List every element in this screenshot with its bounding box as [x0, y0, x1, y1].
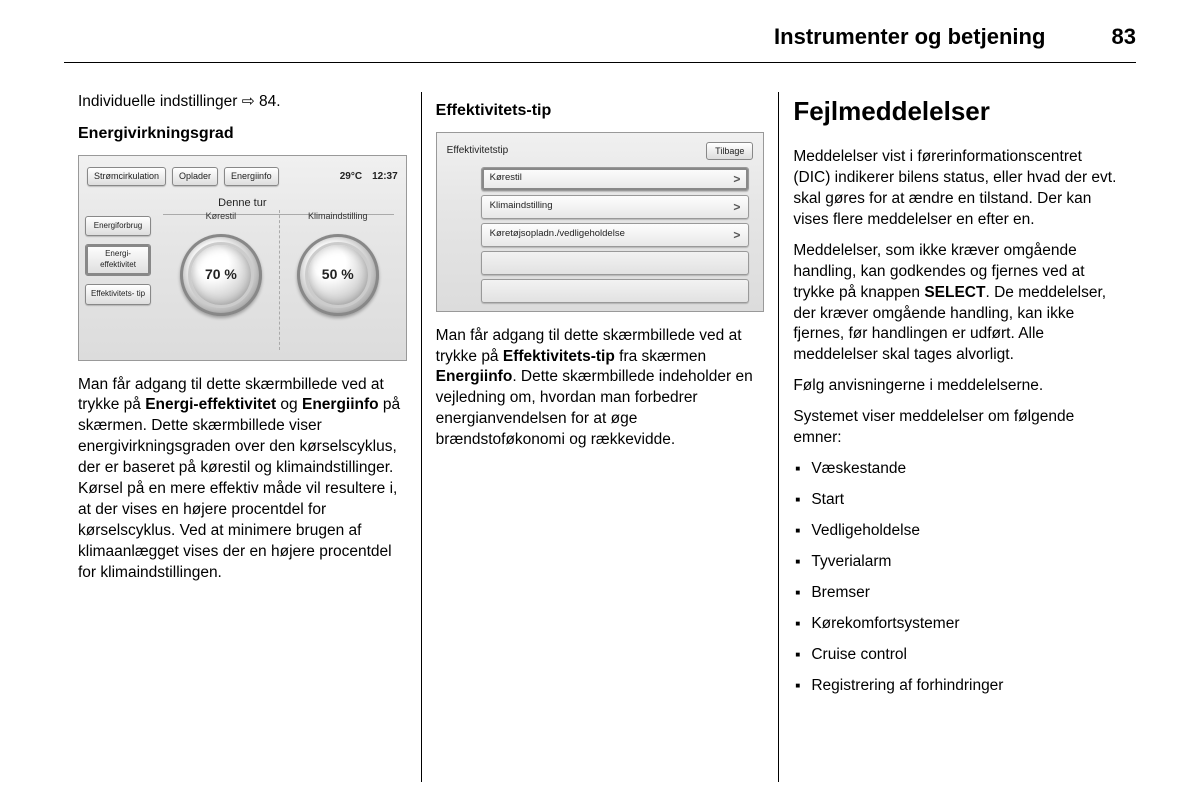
tab-energiinfo[interactable]: Energiinfo: [224, 167, 279, 185]
tips-row-empty: [481, 279, 750, 303]
page-number: 83: [1112, 24, 1136, 49]
chevron-right-icon: >: [733, 199, 740, 215]
chevron-right-icon: >: [733, 227, 740, 243]
content-columns: Individuelle indstillinger ⇨ 84. Energiv…: [64, 92, 1136, 782]
bullet-item: Vedligeholdelse: [795, 521, 1122, 542]
header-rule: [64, 62, 1136, 63]
bullet-item: Cruise control: [795, 645, 1122, 666]
tips-row-0[interactable]: Kørestil >: [481, 167, 750, 191]
s1-subtitle: Denne tur: [79, 196, 406, 211]
bullet-item: Væskestande: [795, 459, 1122, 480]
col2-paragraph: Man får adgang til dette skærmbillede ve…: [436, 326, 765, 452]
screenshot-energy-efficiency: Strømcirkulation Oplader Energiinfo 29°C…: [78, 155, 407, 361]
left-btn-effektivitets-tip[interactable]: Effektivitets- tip: [85, 284, 151, 305]
bullet-item: Start: [795, 490, 1122, 511]
tab-oplader[interactable]: Oplader: [172, 167, 218, 185]
s2-topbar: Effektivitetstip Tilbage: [447, 141, 754, 161]
column-1: Individuelle indstillinger ⇨ 84. Energiv…: [64, 92, 421, 782]
s1-topbar: Strømcirkulation Oplader Energiinfo 29°C…: [87, 166, 398, 188]
column-2: Effektivitets-tip Effektivitetstip Tilba…: [421, 92, 779, 782]
s1-left-buttons: Energiforbrug Energi- effektivitet Effek…: [85, 216, 151, 305]
bullet-item: Bremser: [795, 583, 1122, 604]
col1-paragraph: Man får adgang til dette skærmbillede ve…: [78, 375, 407, 584]
left-btn-energieffektivitet[interactable]: Energi- effektivitet: [85, 244, 151, 276]
bullet-item: Tyverialarm: [795, 552, 1122, 573]
tips-row-1[interactable]: Klimaindstilling >: [481, 195, 750, 219]
section-title-energy-efficiency: Energivirkningsgrad: [78, 123, 407, 145]
dial-col-klima: Klimaindstilling 50 %: [279, 210, 396, 350]
left-btn-energiforbrug[interactable]: Energiforbrug: [85, 216, 151, 237]
clock-readout: 12:37: [372, 170, 398, 184]
tips-row-2[interactable]: Køretøjsopladn./vedligeholdelse >: [481, 223, 750, 247]
tips-row-label: Klimaindstilling: [490, 200, 553, 213]
dial-gauge-1: 50 %: [297, 234, 379, 316]
col3-bullet-list: Væskestande Start Vedligeholdelse Tyveriala…: [795, 459, 1122, 696]
screenshot-efficiency-tips: Effektivitetstip Tilbage Kørestil>Klimai…: [436, 132, 765, 312]
tips-row-label: Køretøjsopladn./vedligeholdelse: [490, 228, 625, 241]
col3-p2: Meddelelser, som ikke kræver omgående ha…: [793, 241, 1122, 367]
page-header: Instrumenter og betjening 83: [774, 24, 1136, 50]
s2-list: Kørestil>Klimaindstilling>Køretøjsopladn…: [481, 167, 750, 303]
bullet-item: Registrering af forhindringer: [795, 676, 1122, 697]
column-3: Fejlmeddelelser Meddelelser vist i fører…: [778, 92, 1136, 782]
col3-p4: Systemet viser meddelelser om følgende e…: [793, 407, 1122, 449]
section-title-efficiency-tips: Effektivitets-tip: [436, 100, 765, 122]
header-title: Instrumenter og betjening: [774, 24, 1045, 49]
chevron-right-icon: >: [733, 171, 740, 187]
col3-p3: Følg anvisningerne i meddelelserne.: [793, 376, 1122, 397]
individual-settings-line: Individuelle indstillinger ⇨ 84.: [78, 92, 407, 113]
temp-readout: 29°C: [340, 170, 362, 184]
col3-p1: Meddelelser vist i førerinformationscent…: [793, 147, 1122, 231]
dial-label-1: Klimaindstilling: [308, 210, 368, 222]
tips-row-label: Kørestil: [490, 172, 522, 185]
tips-row-empty: [481, 251, 750, 275]
dial-col-korestil: Kørestil 70 %: [163, 210, 279, 350]
tab-stromcirkulation[interactable]: Strømcirkulation: [87, 167, 166, 185]
dial-label-0: Kørestil: [206, 210, 237, 222]
bullet-item: Kørekomfortsystemer: [795, 614, 1122, 635]
dial-gauge-0: 70 %: [180, 234, 262, 316]
back-button[interactable]: Tilbage: [706, 142, 753, 160]
s2-title: Effektivitetstip: [447, 144, 509, 158]
section-title-fault-messages: Fejlmeddelelser: [793, 94, 1122, 129]
s1-dials: Kørestil 70 % Klimaindstilling 50 %: [163, 210, 396, 350]
